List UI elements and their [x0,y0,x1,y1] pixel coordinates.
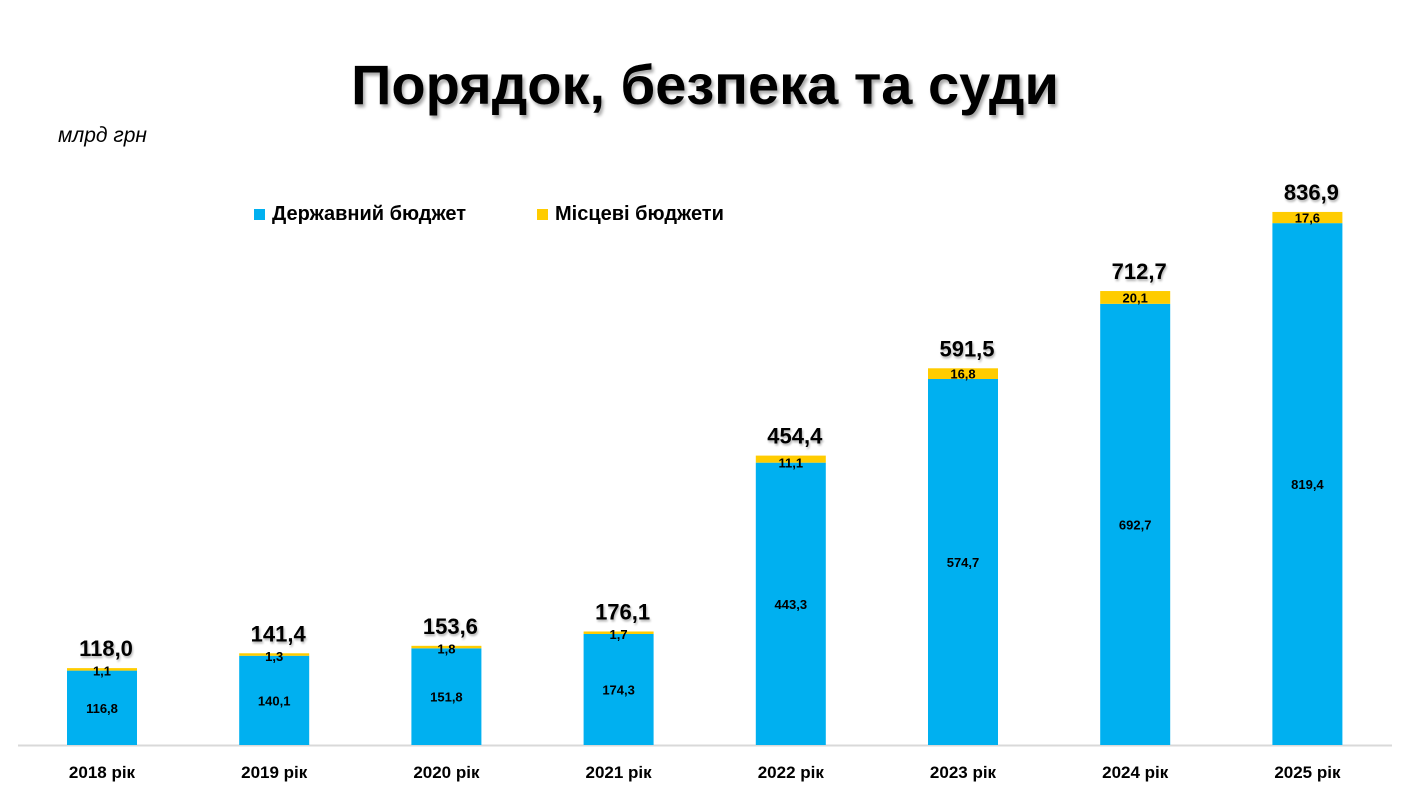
bar-state-budget [411,648,482,745]
data-label-total: 141,4 [251,621,307,646]
data-label-state-budget: 574,7 [947,555,980,570]
data-label-local-budgets: 1,1 [93,664,111,679]
legend-label: Місцеві бюджети [555,203,724,225]
data-label-total: 836,9 [1284,180,1339,205]
data-label-total: 118,0 [79,636,133,661]
legend-item-local-budgets: Місцеві бюджети [537,203,724,226]
data-label-local-budgets: 1,7 [610,627,628,642]
x-tick-label: 2024 рік [1102,763,1169,782]
data-label-local-budgets: 16,8 [950,367,975,382]
bar-local-budgets [1100,291,1171,304]
legend-label: Державний бюджет [272,203,467,225]
data-label-local-budgets: 11,1 [779,456,804,471]
legend-item-state-budget: Державний бюджет [254,203,466,226]
bar-state-budget [755,462,826,745]
x-tick-label: 2018 рік [69,763,136,782]
data-label-state-budget: 116,8 [86,701,118,716]
data-label-local-budgets: 1,3 [265,649,283,664]
chart-title: Порядок, безпека та суди [351,53,1059,116]
data-label-total: 454,4 [767,424,823,449]
data-label-state-budget: 443,3 [775,597,808,612]
x-tick-label: 2022 рік [758,763,825,782]
data-label-local-budgets: 17,6 [1295,211,1320,226]
data-label-state-budget: 151,8 [430,690,463,705]
data-label-state-budget: 692,7 [1119,517,1152,532]
bar-state-budget [1272,223,1343,746]
x-tick-label: 2021 рік [586,763,653,782]
bar-state-budget [583,633,654,745]
bar-state-budget [239,655,310,745]
bar-local-budgets [928,368,998,379]
data-label-state-budget: 140,1 [258,693,291,708]
data-label-local-budgets: 20,1 [1123,290,1148,305]
x-tick-label: 2025 рік [1274,763,1341,782]
bar-state-budget [1100,303,1171,745]
x-tick-label: 2019 рік [241,763,308,782]
data-label-state-budget: 174,3 [602,682,635,697]
x-tick-label: 2023 рік [930,763,997,782]
data-label-total: 176,1 [595,599,650,624]
data-label-local-budgets: 1,8 [437,641,455,656]
legend-swatch-yellow [537,209,548,220]
bar-local-budgets [67,668,137,671]
data-label-total: 712,7 [1112,259,1167,284]
data-label-state-budget: 819,4 [1291,477,1324,492]
unit-label: млрд грн [58,124,147,147]
bar-local-budgets [411,645,482,649]
bar-local-budgets [583,631,654,634]
bar-state-budget [67,670,137,745]
bar-local-budgets [1272,211,1343,224]
bar-state-budget [928,378,998,745]
bar-local-budgets [755,455,826,463]
legend-swatch-blue [254,209,265,220]
x-tick-label: 2020 рік [413,763,480,782]
data-label-total: 153,6 [423,614,478,639]
data-label-total: 591,5 [939,336,994,361]
bar-local-budgets [239,653,310,656]
